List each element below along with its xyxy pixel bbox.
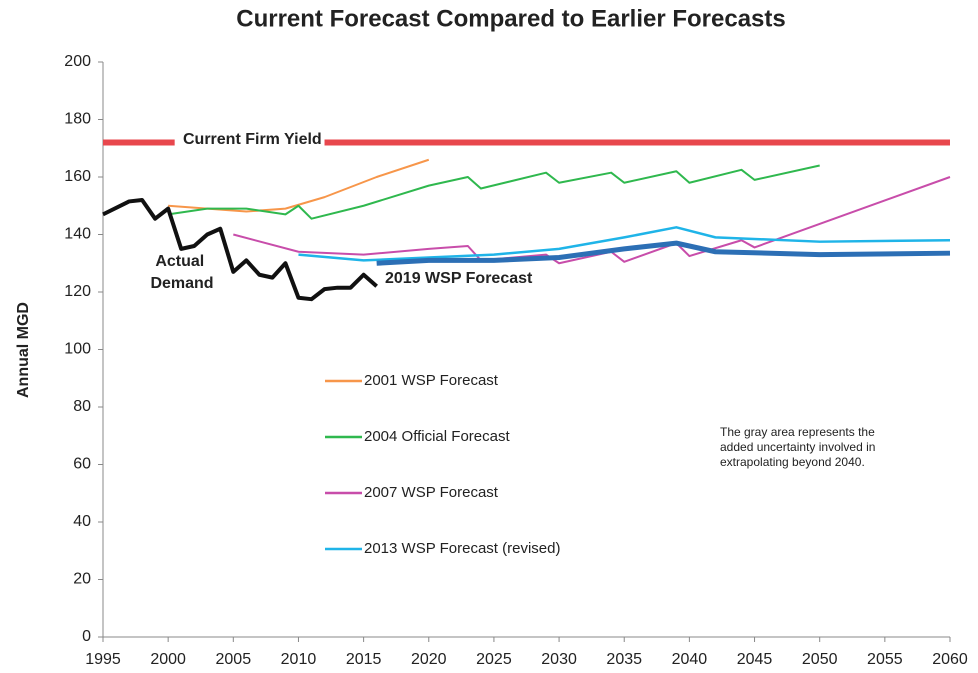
legend-label: 2013 WSP Forecast (revised): [364, 540, 560, 557]
chart-title: Current Forecast Compared to Earlier For…: [236, 5, 786, 32]
legend-label: 2007 WSP Forecast: [364, 484, 499, 501]
series-line: [233, 176, 951, 265]
y-tick-label: 160: [64, 168, 91, 185]
x-tick-label: 2005: [216, 651, 252, 668]
series-label: 2019 WSP Forecast: [385, 270, 533, 287]
note: The gray area represents the: [720, 425, 875, 439]
x-tick-label: 2010: [281, 651, 317, 668]
y-tick-label: 40: [73, 513, 91, 530]
x-tick-label: 2015: [346, 651, 382, 668]
y-tick-label: 0: [82, 628, 91, 645]
x-tick-label: 2060: [932, 651, 968, 668]
x-tick-label: 2030: [541, 651, 577, 668]
y-tick-label: 120: [64, 283, 91, 300]
x-tick-label: 2020: [411, 651, 447, 668]
series-label-line: Demand: [150, 275, 213, 292]
x-tick-label: 1995: [85, 651, 121, 668]
series-label: Current Firm Yield: [183, 131, 322, 148]
y-tick-label: 200: [64, 53, 91, 70]
x-tick-label: 2045: [737, 651, 773, 668]
note: extrapolating beyond 2040.: [720, 455, 865, 469]
x-tick-label: 2055: [867, 651, 903, 668]
y-tick-label: 20: [73, 571, 91, 588]
legend-label: 2001 WSP Forecast: [364, 372, 499, 389]
x-tick-label: 2040: [672, 651, 708, 668]
y-tick-label: 140: [64, 226, 91, 243]
x-tick-label: 2035: [606, 651, 642, 668]
y-tick-label: 100: [64, 341, 91, 358]
x-tick-label: 2000: [150, 651, 186, 668]
series-line: [168, 158, 430, 213]
series-line: [298, 226, 951, 262]
y-tick-label: 180: [64, 111, 91, 128]
x-tick-label: 2050: [802, 651, 838, 668]
note: added uncertainty involved in: [720, 440, 875, 454]
series-line: [102, 198, 378, 302]
series-line: [168, 164, 820, 220]
series-label-line: Actual: [155, 253, 208, 270]
legend-label: 2004 Official Forecast: [364, 428, 510, 445]
y-axis-label: Annual MGD: [15, 302, 32, 398]
x-tick-label: 2025: [476, 651, 512, 668]
series-label: Actual Demand: [150, 253, 213, 292]
series-line: [376, 240, 951, 266]
y-tick-label: 80: [73, 398, 91, 415]
y-tick-label: 60: [73, 456, 91, 473]
